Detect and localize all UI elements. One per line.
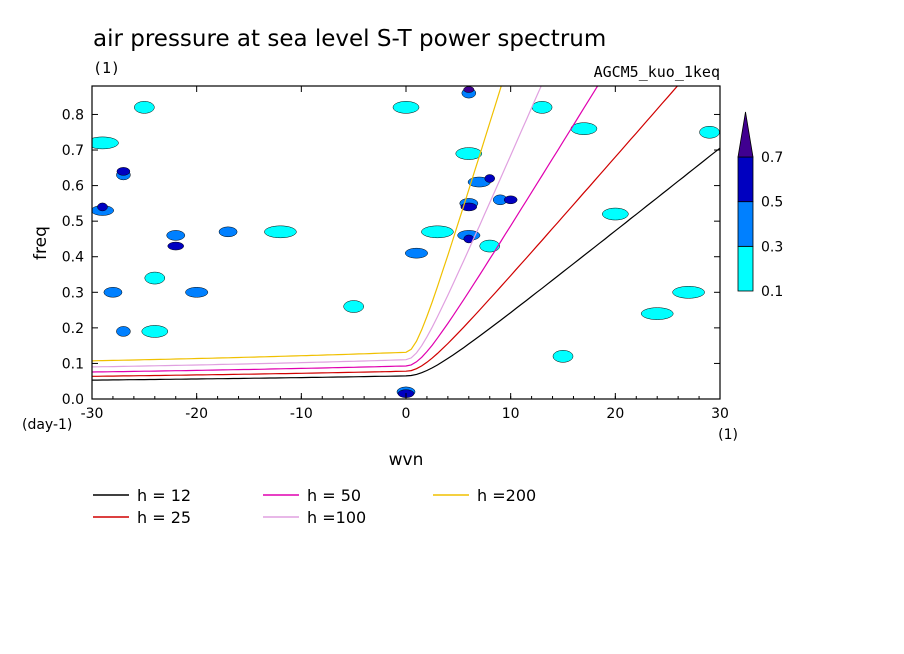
colorbar-label: 0.1	[761, 284, 783, 300]
contour-patch	[103, 287, 123, 298]
contour-patch	[552, 350, 574, 363]
contour-patch	[531, 101, 553, 114]
contour-field	[92, 86, 720, 398]
contour-patch	[343, 300, 364, 313]
x-tick-label: 10	[502, 406, 520, 422]
contour-patch	[672, 286, 705, 299]
contour-patch	[640, 307, 674, 320]
contour-patch	[405, 247, 428, 259]
x-unit-label: (1)	[718, 427, 738, 443]
colorbar-segment	[737, 201, 754, 247]
contour-patch	[503, 195, 518, 205]
y-tick-label: 0.3	[62, 285, 84, 301]
legend-label: h = 25	[137, 508, 191, 527]
contour-patch	[421, 225, 454, 239]
y-tick-label: 0.5	[62, 214, 84, 230]
legend: h = 12 h = 25 h = 50 h =100 h =200	[93, 486, 536, 527]
chart-subtitle-left: (1)	[93, 59, 120, 77]
colorbar-segment	[737, 156, 754, 203]
y-tick-label: 0.1	[62, 356, 84, 372]
legend-label: h = 12	[137, 486, 191, 505]
contour-patch	[166, 230, 186, 241]
contour-patch	[570, 122, 598, 135]
contour-patch	[116, 326, 131, 337]
dispersion-curve	[92, 86, 502, 362]
dispersion-curve	[92, 147, 720, 381]
dispersion-curve	[92, 86, 599, 373]
y-tick-label: 0.2	[62, 321, 84, 337]
x-tick-label: -10	[290, 406, 313, 422]
x-axis: -30 -20 -10 0 10 20 30	[81, 86, 729, 422]
x-axis-label: wvn	[389, 450, 424, 470]
colorbar: 0.1 0.3 0.5 0.7	[737, 111, 783, 300]
dispersion-curves	[92, 86, 720, 381]
contour-patch	[134, 101, 155, 114]
contour-patch	[392, 101, 420, 114]
contour-patch	[699, 125, 720, 139]
contour-patch	[92, 136, 119, 150]
y-axis: 0.0 0.1 0.2 0.3 0.4 0.5 0.6 0.7 0.8	[62, 107, 720, 408]
contour-patch	[141, 325, 169, 338]
contour-patch	[479, 239, 500, 253]
y-tick-label: 0.7	[62, 143, 84, 159]
dispersion-curve	[92, 86, 679, 377]
y-tick-label: 0.0	[62, 392, 84, 408]
contour-patch	[484, 174, 495, 183]
contour-patch	[264, 225, 297, 239]
contour-patch	[167, 241, 184, 251]
colorbar-label: 0.5	[761, 195, 783, 211]
contour-patch	[455, 147, 483, 160]
contour-patch	[97, 202, 108, 212]
x-tick-label: 0	[402, 406, 411, 422]
colorbar-segment	[737, 245, 754, 292]
y-tick-label: 0.8	[62, 107, 84, 123]
x-tick-label: -30	[81, 406, 104, 422]
contour-patch	[144, 271, 166, 285]
contour-patch	[218, 226, 238, 238]
y-unit-label: (day-1)	[22, 417, 72, 433]
contour-patch	[185, 287, 209, 298]
colorbar-label: 0.7	[761, 150, 783, 166]
colorbar-label: 0.3	[761, 239, 783, 255]
x-tick-label: 30	[711, 406, 729, 422]
chart-title: air pressure at sea level S-T power spec…	[93, 26, 606, 52]
x-tick-label: 20	[606, 406, 624, 422]
chart-subtitle-right: AGCM5_kuo_1keq	[594, 63, 720, 81]
contour-patch	[116, 167, 131, 176]
legend-label: h = 50	[307, 486, 361, 505]
y-tick-label: 0.4	[62, 250, 84, 266]
dispersion-curve	[92, 86, 542, 368]
contour-patch	[602, 207, 629, 221]
y-axis-label: freq	[31, 226, 51, 260]
legend-label: h =200	[477, 486, 536, 505]
colorbar-arrow	[737, 111, 754, 158]
x-tick-label: -20	[185, 406, 208, 422]
contour-patch	[460, 202, 478, 212]
legend-label: h =100	[307, 508, 366, 527]
y-tick-label: 0.6	[62, 179, 84, 195]
contour-patch	[463, 86, 475, 93]
